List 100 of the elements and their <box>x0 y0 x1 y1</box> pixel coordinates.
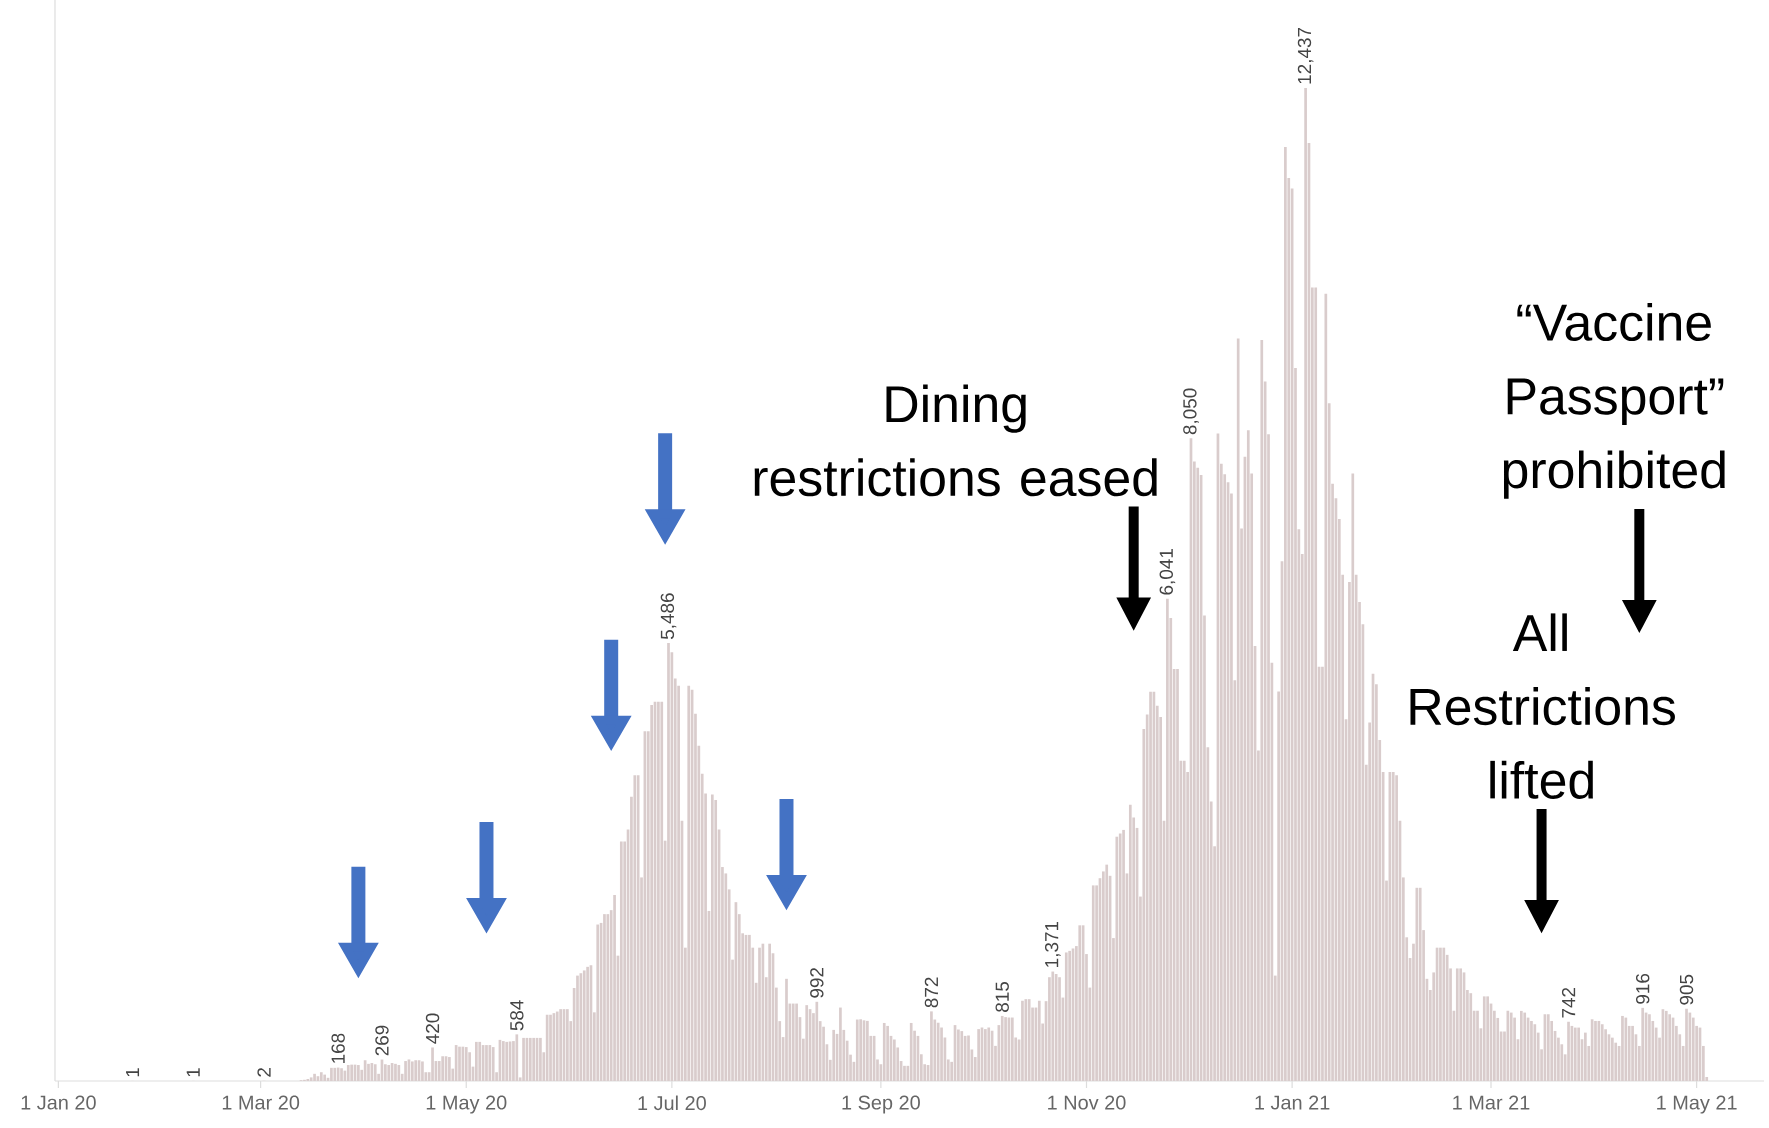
bar <box>515 1034 519 1081</box>
bar <box>866 1020 869 1081</box>
bar <box>441 1056 444 1081</box>
bar <box>795 1003 798 1081</box>
bar <box>984 1029 987 1081</box>
data-label: 168 <box>331 1033 345 1063</box>
bar <box>1314 287 1318 1081</box>
bar <box>657 701 660 1081</box>
bar <box>1691 1017 1695 1081</box>
annotation: All Restrictions lifted <box>1410 613 1675 799</box>
bar <box>960 1031 964 1081</box>
data-label: 2 <box>257 1068 271 1077</box>
data-label: 8,050 <box>1183 388 1199 435</box>
bar <box>619 841 623 1081</box>
bar <box>522 1037 525 1081</box>
bar <box>936 1022 940 1081</box>
annotation: Dining restrictions eased <box>754 384 1157 497</box>
data-label: 916 <box>1635 973 1650 1004</box>
bar <box>859 1019 862 1081</box>
bar <box>1304 88 1307 1081</box>
bar <box>1236 338 1240 1081</box>
bar <box>882 1022 886 1081</box>
bar <box>1064 952 1068 1081</box>
x-tick-label: 1 May 21 <box>1657 1095 1737 1114</box>
bar <box>839 1007 842 1081</box>
bar <box>748 934 751 1081</box>
x-tick-label: 1 Mar 21 <box>1453 1095 1530 1110</box>
bar <box>768 943 771 1081</box>
x-tick-label: 1 Nov 20 <box>1048 1095 1126 1110</box>
bar <box>1000 1015 1004 1081</box>
bar <box>687 685 691 1081</box>
bar <box>1513 1017 1516 1081</box>
bar <box>815 1001 819 1081</box>
bar <box>397 1065 401 1081</box>
bar <box>1577 1027 1580 1081</box>
bar <box>1246 430 1250 1081</box>
bar <box>1115 836 1119 1081</box>
x-tick-label: 1 Jan 21 <box>1255 1095 1330 1110</box>
bar <box>855 1019 859 1081</box>
data-label: 1,371 <box>1044 921 1061 967</box>
x-tick-label: 1 Mar 20 <box>222 1095 300 1110</box>
data-label: 992 <box>810 967 824 998</box>
annotation: “Vaccine Passport” prohibited <box>1503 302 1725 499</box>
bar <box>1021 1000 1024 1081</box>
bar <box>475 1041 478 1081</box>
bar <box>633 775 637 1081</box>
bar <box>977 1029 980 1081</box>
bar <box>1685 1008 1688 1081</box>
bar <box>1051 971 1055 1081</box>
bar <box>1415 887 1419 1081</box>
bar <box>636 775 640 1081</box>
bar <box>1166 598 1169 1081</box>
bar <box>330 1067 333 1081</box>
bar <box>886 1025 889 1081</box>
bar <box>1118 833 1122 1081</box>
data-label: 420 <box>425 1013 440 1044</box>
bar <box>613 894 616 1081</box>
data-label: 872 <box>924 977 939 1008</box>
bar <box>431 1047 434 1081</box>
bar <box>478 1041 482 1081</box>
bar <box>606 914 610 1081</box>
bar <box>1459 968 1463 1081</box>
x-tick-label: 1 May 20 <box>426 1095 507 1114</box>
bar <box>1260 340 1264 1081</box>
bar <box>1455 968 1459 1081</box>
bar <box>1442 947 1446 1081</box>
bar <box>1037 1000 1041 1081</box>
bar <box>785 978 788 1081</box>
bar <box>1105 864 1109 1081</box>
bar <box>1486 996 1489 1081</box>
bar <box>832 1029 836 1081</box>
data-label: 5,486 <box>660 593 677 640</box>
bar <box>1641 1007 1645 1081</box>
bar <box>660 701 664 1081</box>
bar <box>1027 999 1031 1081</box>
bar <box>488 1045 492 1081</box>
bar <box>1054 974 1058 1081</box>
data-label: 12,437 <box>1297 27 1314 84</box>
bar <box>559 1009 562 1081</box>
bar <box>650 704 653 1081</box>
bar <box>1523 1012 1527 1081</box>
bar <box>1584 1032 1587 1081</box>
bar <box>710 794 714 1081</box>
bar <box>1128 804 1132 1081</box>
bar <box>357 1065 360 1081</box>
bar <box>967 1035 970 1081</box>
bar <box>350 1064 353 1081</box>
bar <box>1024 999 1028 1081</box>
bar <box>1324 293 1328 1081</box>
bar <box>1351 473 1355 1081</box>
bar <box>539 1037 542 1081</box>
bar <box>1418 887 1422 1081</box>
bar <box>805 1005 809 1081</box>
bar <box>1395 775 1398 1081</box>
bar <box>1284 146 1287 1081</box>
bar <box>448 1057 451 1081</box>
bar <box>957 1029 960 1081</box>
bar <box>545 1014 549 1081</box>
bar <box>1469 993 1473 1081</box>
bar <box>1519 1010 1523 1081</box>
